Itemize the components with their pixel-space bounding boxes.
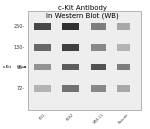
Bar — [117, 44, 130, 51]
Text: 250-: 250- — [14, 24, 25, 29]
Bar — [62, 85, 79, 91]
Bar — [28, 11, 141, 110]
Bar — [91, 64, 106, 70]
Bar — [34, 64, 51, 70]
Text: Kasumi: Kasumi — [118, 113, 130, 125]
Bar — [117, 85, 130, 91]
Bar — [62, 23, 79, 30]
Text: 130-: 130- — [14, 45, 25, 50]
Bar — [117, 23, 130, 30]
Bar — [62, 64, 79, 70]
Text: 95-: 95- — [17, 64, 25, 70]
Bar — [34, 44, 51, 51]
Bar — [91, 23, 106, 30]
Text: 72-: 72- — [17, 86, 25, 91]
Bar — [34, 23, 51, 30]
Text: K562: K562 — [66, 113, 75, 122]
Bar — [62, 44, 79, 51]
Bar — [91, 44, 106, 51]
Text: KG1: KG1 — [39, 113, 47, 121]
Bar — [34, 85, 51, 91]
Text: c-Kit Antibody
in Western Blot (WB): c-Kit Antibody in Western Blot (WB) — [46, 5, 119, 19]
Bar — [117, 64, 130, 70]
Text: MV4-11: MV4-11 — [92, 113, 105, 125]
Text: c-Kit: c-Kit — [3, 65, 26, 69]
Bar — [91, 85, 106, 91]
